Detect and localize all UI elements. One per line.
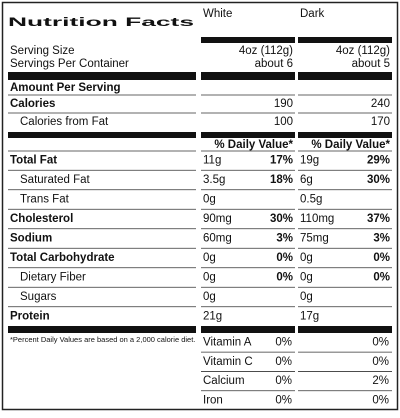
nutrient-amount: 3.5g [203,174,225,186]
thick-rule [8,72,196,80]
nutrient-amount: 0g [300,272,313,284]
title: Nutrition Facts [8,17,194,29]
nutrient-amount: 60mg [203,233,232,245]
nutrient-amount: 75mg [300,233,329,245]
daily-value: 29% [367,155,390,167]
row-value: about 6 [255,58,293,70]
thick-rule [298,132,392,138]
nutrient-amount: 0g [300,252,313,264]
vitamin-value: 0% [275,375,292,387]
nutrient-label: Sugars [20,291,57,303]
thick-rule [8,326,196,333]
row-label: Servings Per Container [10,58,129,70]
daily-value-header: % Daily Value* [311,139,390,151]
column-header: Dark [300,8,325,20]
nutrient-label: Dietary Fiber [20,272,86,284]
thick-rule [298,37,392,43]
daily-value: 17% [270,155,293,167]
vitamin-value: 0% [275,394,292,406]
nutrient-amount: 0g [203,194,216,206]
row-value: 4oz (112g) [336,45,390,57]
daily-value: 3% [373,233,390,245]
daily-value: 18% [270,174,293,186]
label-border [1,1,399,411]
nutrient-amount: 6g [300,174,313,186]
row-label: Calories [10,98,55,110]
daily-value: 0% [373,272,390,284]
daily-value: 30% [367,174,390,186]
row-value: 100 [274,116,293,128]
nutrient-amount: 19g [300,155,319,167]
vitamin-label: Calcium [203,375,245,387]
nutrient-amount: 0g [203,272,216,284]
row-value: about 5 [352,58,390,70]
vitamin-value: 0% [275,337,292,349]
vitamin-value: 0% [372,394,389,406]
vitamin-label: Vitamin C [203,356,253,368]
daily-value: 0% [373,252,390,264]
thick-rule [201,72,295,80]
row-value: 190 [274,98,293,110]
vitamin-label: Iron [203,394,223,406]
nutrient-amount: 17g [300,311,319,323]
footnote-box: *Percent Daily Values are based on a 2,0… [10,335,196,344]
daily-value: 0% [276,252,293,264]
nutrient-amount: 110mg [300,213,334,225]
vitamin-value: 0% [275,356,292,368]
row-value: 4oz (112g) [239,45,293,57]
nutrient-label: Protein [10,311,50,323]
nutrient-amount: 21g [203,311,222,323]
nutrient-amount: 0g [300,291,313,303]
footnote: *Percent Daily Values are based on a 2,0… [10,335,196,344]
vitamin-value: 0% [372,337,389,349]
daily-value: 37% [367,213,390,225]
row-value: 240 [371,98,390,110]
row-value: 170 [371,116,390,128]
thick-rule [298,326,392,333]
vitamin-value: 2% [372,375,389,387]
thick-rule [201,37,295,43]
nutrient-amount: 11g [203,155,221,167]
nutrient-label: Saturated Fat [20,174,90,186]
thick-rule [201,326,295,333]
nutrient-label: Total Carbohydrate [10,252,115,264]
nutrient-amount: 90mg [203,213,232,225]
nutrient-amount: 0.5g [300,194,322,206]
thick-rule [201,132,295,138]
row-label: Serving Size [10,45,75,57]
nutrient-label: Total Fat [10,155,57,167]
daily-value-header: % Daily Value* [214,139,293,151]
vitamin-value: 0% [372,356,389,368]
nutrient-amount: 0g [203,291,216,303]
nutrient-label: Trans Fat [20,194,70,206]
amount-header: Amount Per Serving [10,82,121,94]
column-header: White [203,8,232,20]
daily-value: 0% [276,272,293,284]
row-label: Calories from Fat [20,116,109,128]
nutrient-label: Cholesterol [10,213,73,225]
nutrient-label: Sodium [10,233,52,245]
nutrient-amount: 0g [203,252,216,264]
thick-rule [8,132,196,138]
daily-value: 3% [276,233,293,245]
vitamin-label: Vitamin A [203,337,252,349]
daily-value: 30% [270,213,293,225]
thick-rule [298,72,392,80]
